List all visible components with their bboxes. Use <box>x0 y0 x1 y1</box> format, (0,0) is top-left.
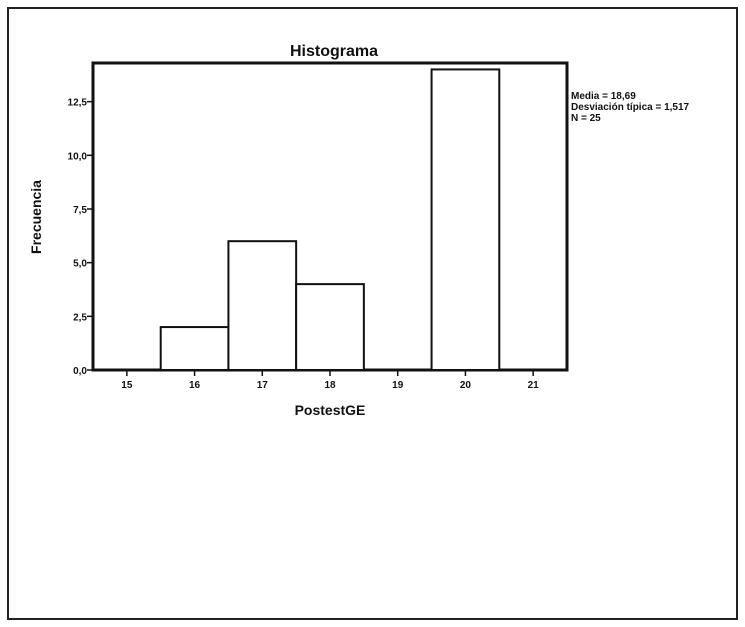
x-axis-label: PostestGE <box>295 402 366 418</box>
chart-title: Histograma <box>290 43 378 60</box>
stat-mean: Media = 18,69 <box>571 91 636 102</box>
histogram-bar-17 <box>227 240 298 371</box>
stat-sd: Desviación típica = 1,517 <box>571 102 690 113</box>
x-tick-label: 20 <box>460 380 472 391</box>
y-axis: 0,0 2,5 5,0 7,5 10,0 12,5 <box>68 98 93 377</box>
histogram-bar-20 <box>430 68 501 372</box>
y-tick-label: 12,5 <box>68 98 88 109</box>
stats-legend: Media = 18,69 Desviación típica = 1,517 … <box>571 91 690 124</box>
y-tick-label: 0,0 <box>73 366 87 377</box>
y-tick-label: 5,0 <box>73 259 87 270</box>
bars-group <box>159 68 501 372</box>
x-tick-label: 15 <box>121 380 133 391</box>
y-tick-label: 2,5 <box>73 312 87 323</box>
histogram-bar-16 <box>159 326 230 371</box>
x-tick-label: 18 <box>324 380 336 391</box>
y-tick-label: 7,5 <box>73 205 87 216</box>
x-axis: 15 16 17 18 19 20 21 <box>121 370 539 391</box>
x-tick-label: 17 <box>257 380 269 391</box>
histogram-chart: Histograma 0,0 2,5 5,0 7,5 10,0 12,5 15 16 17 18… <box>28 43 690 418</box>
stat-n: N = 25 <box>571 113 601 124</box>
x-tick-label: 21 <box>528 380 540 391</box>
x-tick-label: 19 <box>392 380 404 391</box>
histogram-bar-18 <box>295 283 365 372</box>
x-tick-label: 16 <box>189 380 201 391</box>
y-axis-label: Frecuencia <box>28 180 44 254</box>
chart-frame: Histograma 0,0 2,5 5,0 7,5 10,0 12,5 15 16 17 18… <box>7 7 738 620</box>
y-tick-label: 10,0 <box>68 151 88 162</box>
